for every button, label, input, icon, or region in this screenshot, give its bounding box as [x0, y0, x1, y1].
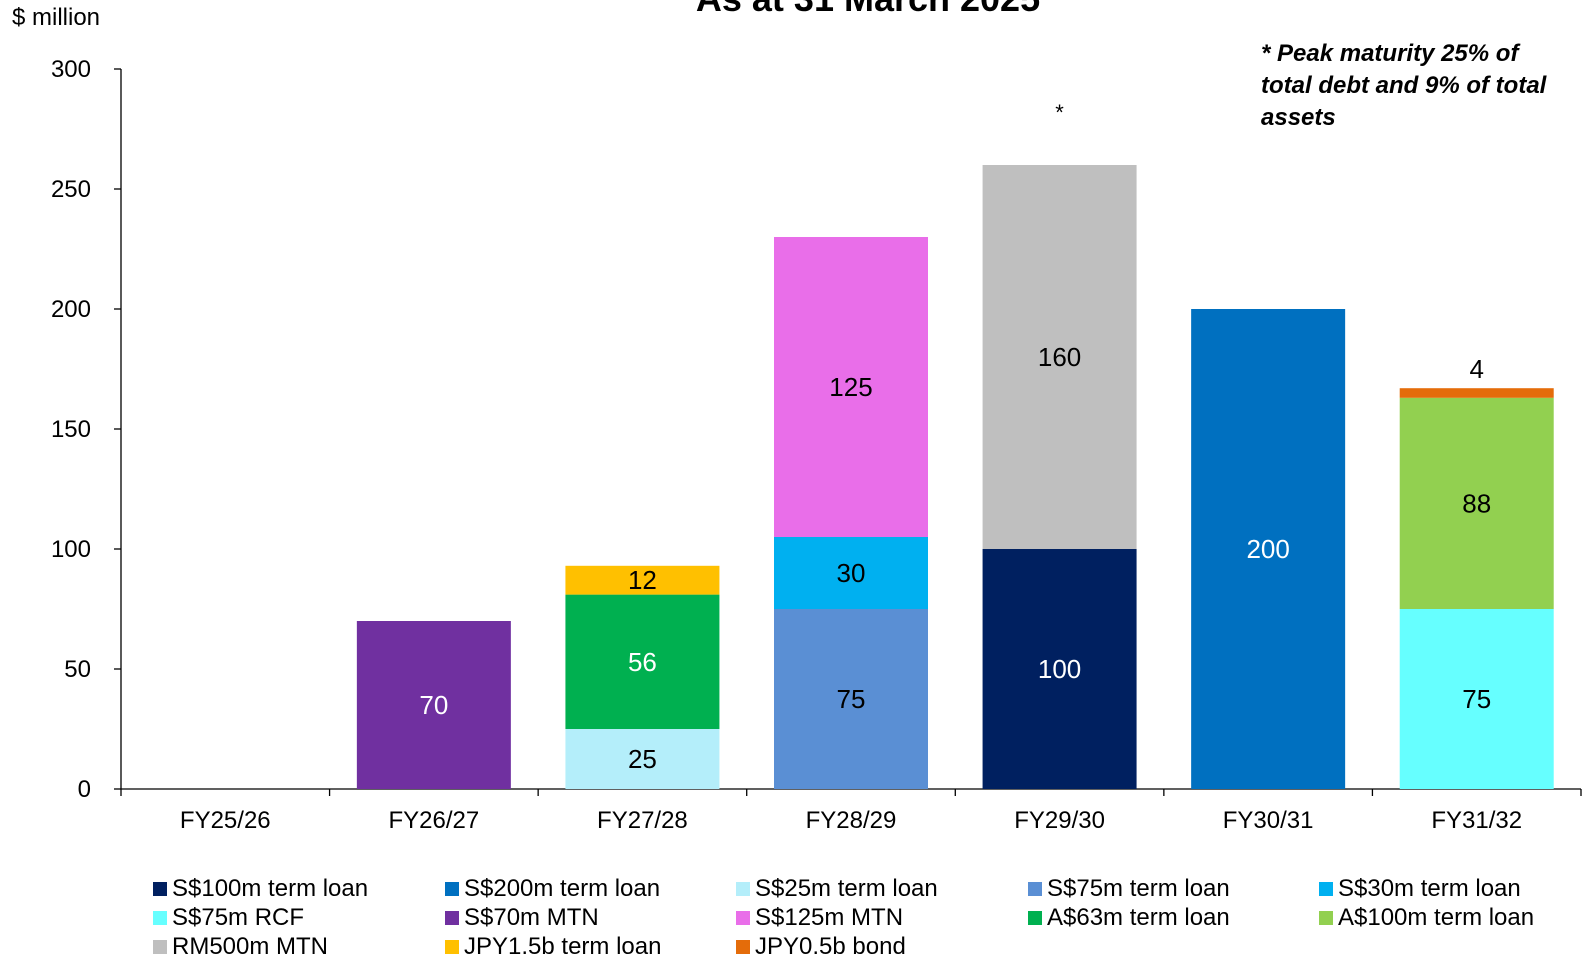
x-tick-label: FY26/27 — [388, 807, 479, 834]
bar-segment — [774, 537, 928, 609]
bar-segment — [565, 565, 720, 595]
legend-swatch — [736, 911, 750, 925]
bar-segment — [774, 609, 928, 789]
data-label: 4 — [1469, 354, 1483, 384]
data-label: 56 — [628, 647, 657, 677]
bar-segment — [565, 594, 720, 729]
legend-label: S$125m MTN — [755, 904, 904, 931]
legend-item: RM500m MTN — [153, 932, 328, 961]
bar-segment — [565, 729, 720, 789]
data-label: 88 — [1462, 488, 1491, 518]
legend-swatch — [445, 940, 459, 954]
y-tick-label: 150 — [51, 416, 91, 443]
data-label: 70 — [419, 690, 448, 720]
legend-item: JPY0.5b bond — [736, 932, 906, 961]
legend-label: S$75m term loan — [1047, 875, 1230, 902]
legend-label: S$75m RCF — [172, 904, 305, 931]
legend-swatch — [1319, 911, 1333, 925]
legend-label: S$200m term loan — [464, 875, 661, 902]
x-tick-label: FY31/32 — [1431, 807, 1522, 834]
data-label: 200 — [1246, 534, 1289, 564]
legend-label: S$70m MTN — [464, 904, 599, 931]
data-label: 30 — [837, 558, 866, 588]
data-label: 25 — [628, 744, 657, 774]
legend-swatch — [445, 882, 459, 896]
bar-segment — [356, 621, 511, 789]
peak-maturity-note: * Peak maturity 25% of total debt and 9%… — [1261, 40, 1547, 131]
data-label: 100 — [1038, 654, 1081, 684]
legend-label: A$100m term loan — [1338, 904, 1535, 931]
legend-swatch — [153, 940, 167, 954]
legend-item: A$63m term loan — [1028, 903, 1230, 932]
legend-item: S$125m MTN — [736, 903, 903, 932]
bar-segment — [1399, 388, 1554, 398]
chart-title: As at 31 March 2025 — [0, 0, 1595, 20]
legend-label: JPY0.5b bond — [755, 933, 906, 960]
y-tick-label: 50 — [64, 656, 91, 683]
y-tick-label: 300 — [51, 56, 91, 83]
y-tick-label: 100 — [51, 536, 91, 563]
legend-swatch — [153, 911, 167, 925]
x-tick-label: FY27/28 — [597, 807, 688, 834]
legend-item: S$200m term loan — [445, 874, 660, 903]
legend-item: S$100m term loan — [153, 874, 368, 903]
legend-item: S$75m RCF — [153, 903, 304, 932]
legend-item: S$70m MTN — [445, 903, 599, 932]
legend-swatch — [1319, 882, 1333, 896]
bar-segment — [982, 549, 1137, 789]
x-tick-label: FY28/29 — [806, 807, 897, 834]
x-tick-label: FY29/30 — [1014, 807, 1105, 834]
legend-label: JPY1.5b term loan — [464, 933, 662, 960]
bar-segment — [774, 237, 928, 537]
legend-swatch — [445, 911, 459, 925]
data-label: 12 — [628, 565, 657, 595]
legend-label: S$30m term loan — [1338, 875, 1521, 902]
legend-item: S$75m term loan — [1028, 874, 1230, 903]
legend-swatch — [153, 882, 167, 896]
bar-segment — [1399, 397, 1554, 609]
y-tick-label: 250 — [51, 176, 91, 203]
legend-swatch — [736, 882, 750, 896]
data-label: 160 — [1038, 342, 1081, 372]
y-tick-label: 200 — [51, 296, 91, 323]
x-tick-label: FY30/31 — [1223, 807, 1314, 834]
bar-segment — [1191, 309, 1346, 789]
stacked-bar-chart: 0 50 100 150 200 250 300 FY25/26 FY26/27 FY27/28 F… — [51, 56, 1582, 834]
data-label: 75 — [1462, 684, 1491, 714]
y-axis-unit-label: $ million — [12, 4, 101, 31]
peak-marker: * — [1055, 100, 1064, 125]
legend-label: S$25m term loan — [755, 875, 938, 902]
legend-swatch — [1028, 911, 1042, 925]
y-tick-label: 0 — [78, 776, 91, 803]
data-label: 125 — [829, 372, 872, 402]
legend-label: RM500m MTN — [172, 933, 329, 960]
legend-swatch — [736, 940, 750, 954]
legend-item: S$25m term loan — [736, 874, 938, 903]
bar-segment — [1399, 609, 1554, 789]
x-tick-label: FY25/26 — [180, 807, 271, 834]
legend-item: A$100m term loan — [1319, 903, 1534, 932]
legend-label: S$100m term loan — [172, 875, 369, 902]
legend-swatch — [1028, 882, 1042, 896]
legend-item: JPY1.5b term loan — [445, 932, 661, 961]
legend-label: A$63m term loan — [1047, 904, 1230, 931]
legend-item: S$30m term loan — [1319, 874, 1521, 903]
bar-segment — [982, 165, 1137, 549]
data-label: 75 — [837, 684, 866, 714]
